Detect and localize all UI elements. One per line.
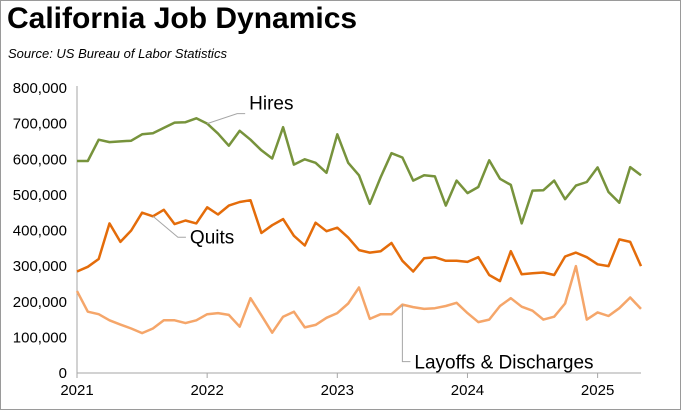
- series-lines: [75, 117, 643, 335]
- series-line-hires: [77, 117, 642, 225]
- y-axis-ticks: 0 100,000 200,000 300,000 400,000 500,000 600,…: [13, 80, 67, 382]
- chart-subtitle: Source: US Bureau of Labor Statistics: [8, 46, 227, 61]
- annotation-label-quits: Quits: [190, 227, 234, 248]
- annotation-label-layoffs-discharges: Layoffs & Discharges: [414, 353, 593, 374]
- annotation-leader-hires: [206, 113, 246, 125]
- chart-axes: [76, 86, 641, 374]
- x-tick-label: 2022: [190, 382, 223, 399]
- chart-title: California Job Dynamics: [7, 2, 358, 35]
- y-tick-label: 400,000: [13, 223, 67, 240]
- series-line-layoffs-discharges: [75, 264, 642, 335]
- annotation-label-hires: Hires: [249, 94, 293, 115]
- y-tick-label: 500,000: [13, 187, 67, 204]
- x-tick-label: 2024: [451, 382, 484, 399]
- y-tick-label: 200,000: [13, 294, 67, 311]
- series-line-quits: [76, 198, 643, 283]
- y-tick-label: 300,000: [13, 258, 67, 275]
- annotation-leader-quits: [152, 215, 186, 238]
- y-tick-label: 100,000: [13, 329, 67, 346]
- y-tick-label: 700,000: [13, 116, 67, 133]
- series-annotations: Hires Quits Layoffs & Discharges: [152, 94, 594, 374]
- y-tick-label: 0: [59, 365, 67, 382]
- y-tick-label: 600,000: [13, 151, 67, 168]
- x-axis-ticks: 2021 2022 2023 2024 2025: [60, 373, 614, 399]
- annotation-leader-layoffs-discharges: [401, 304, 411, 363]
- x-tick-label: 2023: [321, 382, 354, 399]
- x-tick-label: 2021: [60, 382, 93, 399]
- y-tick-label: 800,000: [13, 80, 67, 97]
- x-tick-label: 2025: [581, 382, 614, 399]
